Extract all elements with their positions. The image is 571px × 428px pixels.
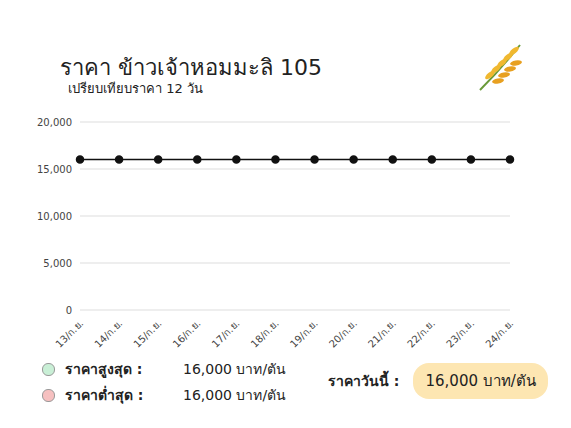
svg-text:16/ก.ย.: 16/ก.ย. [171, 318, 203, 350]
svg-text:15,000: 15,000 [37, 164, 72, 175]
html-text:ราคาสูงสุด :: ราคาสูงสุด : [65, 361, 143, 377]
svg-text:19/ก.ย.: 19/ก.ย. [288, 318, 320, 350]
svg-text:20,000: 20,000 [37, 117, 72, 128]
html-text:ราคา ข้าวเจ้าหอมมะลิ 105: ราคา ข้าวเจ้าหอมมะลิ 105 [60, 55, 322, 80]
svg-text:20/ก.ย.: 20/ก.ย. [327, 318, 359, 350]
svg-text:24/ก.ย.: 24/ก.ย. [483, 318, 515, 350]
html-text:16,000 บาท/ตัน: 16,000 บาท/ตัน [425, 372, 536, 390]
html-text:16,000 บาท/ตัน: 16,000 บาท/ตัน [183, 387, 287, 403]
html-text:ราคาวันนี้ :: ราคาวันนี้ : [328, 373, 400, 389]
svg-text:22/ก.ย.: 22/ก.ย. [405, 318, 437, 350]
html-text:16,000 บาท/ตัน: 16,000 บาท/ตัน [183, 361, 287, 377]
svg-text:18/ก.ย.: 18/ก.ย. [249, 318, 281, 350]
svg-text:21/ก.ย.: 21/ก.ย. [366, 318, 398, 350]
svg-text:13/ก.ย.: 13/ก.ย. [53, 318, 85, 350]
html-text:เปรียบเทียบราคา 12 วัน: เปรียบเทียบราคา 12 วัน [68, 81, 203, 96]
svg-text:0: 0 [66, 305, 72, 316]
svg-text:5,000: 5,000 [43, 258, 72, 269]
svg-text:15/ก.ย.: 15/ก.ย. [131, 318, 163, 350]
svg-text:23/ก.ย.: 23/ก.ย. [444, 318, 476, 350]
svg-text:17/ก.ย.: 17/ก.ย. [210, 318, 242, 350]
html-text:ราคาต่ำสุด :: ราคาต่ำสุด : [65, 387, 144, 403]
svg-text:14/ก.ย.: 14/ก.ย. [92, 318, 124, 350]
svg-text:10,000: 10,000 [37, 211, 72, 222]
